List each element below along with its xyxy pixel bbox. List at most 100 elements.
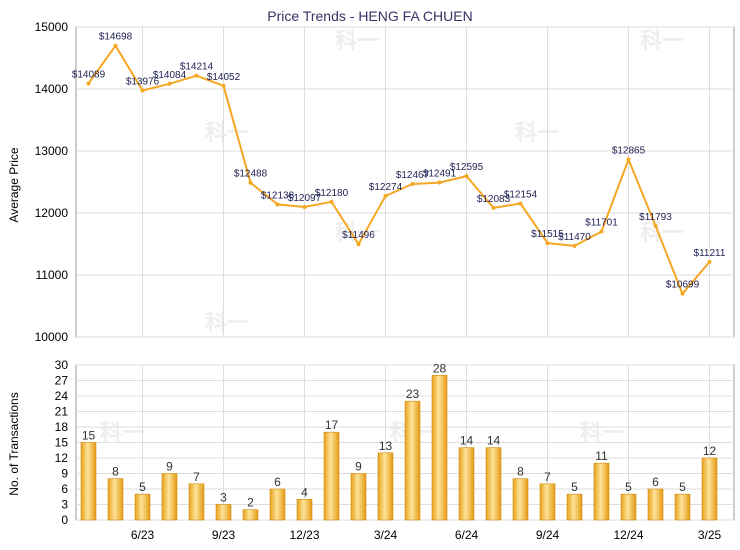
x-tick-label: 12/23 <box>289 528 319 542</box>
price-data-label: $11496 <box>342 230 375 241</box>
price-point <box>86 81 91 86</box>
price-data-label: $12274 <box>369 182 403 193</box>
price-y-tick-label: 15000 <box>35 20 69 34</box>
transactions-bar-panel: 科一科一科一0369121518212427301585973264179132… <box>55 358 735 542</box>
price-point <box>680 291 685 296</box>
price-y-tick-label: 12000 <box>35 206 69 220</box>
price-point <box>410 182 415 187</box>
watermark-text: 科一 <box>515 121 559 146</box>
price-point <box>167 81 172 86</box>
price-point <box>302 204 307 209</box>
transactions-data-label: 7 <box>193 470 200 484</box>
transactions-data-label: 12 <box>703 444 717 458</box>
price-point <box>437 180 442 185</box>
price-point <box>599 229 604 234</box>
transactions-data-label: 11 <box>595 449 608 463</box>
price-data-label: $14214 <box>180 62 214 73</box>
price-data-label: $12595 <box>450 162 484 173</box>
price-y-tick-label: 14000 <box>35 82 69 96</box>
price-data-label: $10699 <box>666 280 700 291</box>
transactions-data-label: 17 <box>325 418 339 432</box>
transactions-bar <box>161 473 178 521</box>
transactions-bar <box>296 499 313 521</box>
transactions-data-label: 4 <box>301 485 308 499</box>
transactions-bar <box>701 457 718 521</box>
transactions-data-label: 13 <box>379 439 393 453</box>
price-point <box>464 174 469 179</box>
price-point <box>491 205 496 210</box>
transactions-bar <box>269 488 286 521</box>
watermark-text: 科一 <box>640 29 684 54</box>
price-point <box>707 259 712 264</box>
transactions-bar <box>539 483 556 521</box>
transactions-data-label: 14 <box>460 434 474 448</box>
transactions-y-tick-label: 6 <box>61 482 68 496</box>
watermark-text: 科一 <box>205 311 249 336</box>
price-series-line <box>87 44 711 295</box>
transactions-data-label: 6 <box>274 475 281 489</box>
watermark-text: 科一 <box>205 121 249 146</box>
transactions-y-tick-label: 12 <box>55 451 69 465</box>
transactions-data-label: 8 <box>112 465 119 479</box>
price-data-label: $12138 <box>261 190 295 201</box>
transactions-bar <box>620 493 637 521</box>
x-tick-label: 12/24 <box>613 528 643 542</box>
transactions-y-axis-label: No. of Transactions <box>7 392 21 495</box>
price-point <box>113 43 118 48</box>
watermark-text: 科一 <box>580 421 624 446</box>
price-y-axis-label: Average Price <box>7 147 21 222</box>
watermark-text: 科一 <box>335 29 379 54</box>
transactions-data-label: 5 <box>139 480 146 494</box>
transactions-bar <box>242 509 259 521</box>
x-tick-label: 3/24 <box>374 528 398 542</box>
price-y-tick-label: 13000 <box>35 144 69 158</box>
transactions-y-tick-label: 0 <box>61 513 68 527</box>
transactions-bar <box>458 447 475 521</box>
price-point <box>194 73 199 78</box>
transactions-bar <box>404 400 421 521</box>
price-data-label: $14089 <box>72 69 106 80</box>
transactions-data-label: 3 <box>220 491 227 505</box>
transactions-y-tick-label: 27 <box>55 374 69 388</box>
transactions-bar <box>377 452 394 521</box>
transactions-bar <box>647 488 664 521</box>
transactions-y-tick-label: 15 <box>55 436 69 450</box>
price-data-label: $11515 <box>531 229 564 240</box>
x-tick-label: 6/24 <box>455 528 479 542</box>
transactions-bar <box>323 431 340 521</box>
price-point <box>275 202 280 207</box>
price-data-label: $12488 <box>234 169 268 180</box>
transactions-data-label: 5 <box>625 480 632 494</box>
price-point <box>626 157 631 162</box>
transactions-y-tick-label: 18 <box>55 420 69 434</box>
transactions-bar <box>215 504 232 521</box>
price-data-label: $12865 <box>612 145 646 156</box>
transactions-bar <box>431 375 448 521</box>
x-tick-label: 3/25 <box>698 528 722 542</box>
x-tick-label: 9/24 <box>536 528 560 542</box>
transactions-data-label: 15 <box>82 429 96 443</box>
price-data-label: $11211 <box>694 248 726 259</box>
transactions-data-label: 6 <box>652 475 659 489</box>
price-data-label: $11701 <box>585 218 618 229</box>
price-y-tick-label: 10000 <box>35 330 69 344</box>
transactions-bar <box>350 473 367 521</box>
transactions-y-tick-label: 9 <box>61 467 68 481</box>
transactions-bar <box>107 478 124 521</box>
transactions-data-label: 23 <box>406 387 420 401</box>
watermark-text: 科一 <box>100 421 144 446</box>
price-data-label: $11470 <box>558 232 591 243</box>
transactions-data-label: 2 <box>247 496 254 510</box>
transactions-data-label: 28 <box>433 361 447 375</box>
transactions-bar <box>188 483 205 521</box>
price-point <box>248 180 253 185</box>
price-point <box>545 241 550 246</box>
price-data-label: $12180 <box>315 188 349 199</box>
transactions-data-label: 5 <box>571 480 578 494</box>
transactions-y-tick-label: 30 <box>55 358 69 372</box>
transactions-bar <box>566 493 583 521</box>
transactions-data-label: 8 <box>517 465 524 479</box>
price-data-label: $12097 <box>288 193 322 204</box>
